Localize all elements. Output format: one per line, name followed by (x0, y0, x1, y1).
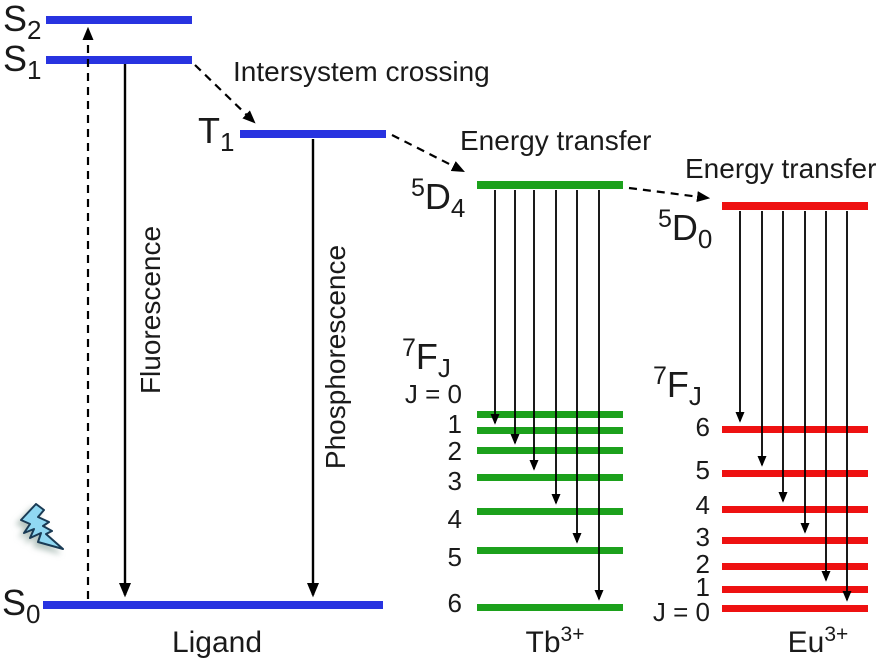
t1-level (240, 130, 386, 138)
tb-7f1-level (477, 427, 623, 434)
eu-7fj-sup: 7 (653, 362, 667, 390)
intersystem-crossing-arrow (194, 64, 256, 124)
tb-ion-sup: 3+ (560, 623, 585, 646)
tb-j-label-1: 1 (447, 409, 462, 439)
s2-level (46, 16, 192, 24)
tb-j-label-4: 4 (447, 504, 462, 534)
eu-7f1-level (722, 586, 868, 593)
s0-label: S0 (2, 582, 40, 628)
eu-j-label-4: 2 (695, 549, 710, 579)
s1-main: S (3, 38, 28, 79)
tb-7f0-level (477, 411, 623, 418)
tb-j-label-5: 5 (447, 542, 462, 572)
energy-transfer-tb-arrow (391, 134, 465, 172)
tb-5d4-level (477, 181, 623, 189)
s0-main: S (2, 582, 27, 623)
tb-ion-label: Tb3+ (525, 624, 585, 659)
eu-7f4-level (722, 506, 868, 513)
s0-level (43, 601, 383, 609)
s0-sub: 0 (26, 599, 41, 630)
eu-7f6-level (722, 426, 868, 433)
energy-transfer-eu-arrow (628, 186, 711, 203)
tb-j-label-6: 6 (447, 588, 462, 618)
tb-7fj-label: 7FJ (402, 336, 451, 382)
eu-7fj-main: F (666, 364, 689, 405)
eu-j-label-2: 4 (695, 490, 710, 520)
tb-5d4-sup: 5 (411, 174, 425, 202)
s1-level (46, 56, 192, 64)
s2-sub: 2 (27, 15, 42, 46)
eu-5d0-label: 5D0 (658, 207, 712, 253)
s2-main: S (3, 0, 28, 39)
intersystem-crossing-text: Intersystem crossing (233, 56, 490, 87)
eu-j-label-3: 3 (695, 522, 710, 552)
tb-7f6-level (477, 604, 623, 611)
excitation-flash-icon (20, 503, 64, 550)
eu-j-label-5: 1 (695, 572, 710, 602)
tb-5d4-label: 5D4 (411, 176, 465, 222)
s2-label: S2 (3, 0, 41, 44)
t1-main: T (198, 110, 220, 151)
tb-7f3-level (477, 474, 623, 481)
eu-7fj-label: 7FJ (653, 364, 702, 410)
tb-7f5-level (477, 547, 623, 554)
eu-5d0-sub: 0 (697, 224, 713, 255)
energy-transfer-eu-text: Energy transfer (685, 153, 877, 184)
eu-j-label-1: 5 (695, 455, 710, 485)
eu-7f5-level (722, 470, 868, 477)
tb-7f2-level (477, 447, 623, 454)
s1-sub: 1 (27, 55, 42, 86)
t1-label: T1 (198, 110, 234, 156)
eu-j-label-0: 6 (695, 412, 710, 442)
eu-5d0-sup: 5 (658, 205, 672, 233)
eu-ion-sup: 3+ (824, 623, 849, 646)
eu-7f2-level (722, 563, 868, 570)
tb-5d4-main: D (424, 176, 451, 217)
tb-7fj-main: F (415, 336, 438, 377)
eu-ion-main: Eu (787, 626, 825, 659)
tb-j-label-2: 2 (447, 436, 462, 466)
eu-5d0-main: D (671, 207, 698, 248)
tb-5d4-sub: 4 (450, 193, 466, 224)
eu-5d0-level (722, 202, 868, 210)
eu-ion-label: Eu3+ (787, 624, 849, 659)
tb-j-label-3: 3 (447, 466, 462, 496)
eu-7f3-level (722, 537, 868, 544)
ligand-label: Ligand (171, 626, 263, 659)
eu-7f0-level (722, 605, 868, 612)
eu-7fj-sub: J (688, 381, 702, 412)
tb-j-label-0: J = 0 (404, 379, 462, 409)
s1-label: S1 (3, 38, 41, 84)
tb-7f4-level (477, 508, 623, 515)
t1-sub: 1 (220, 127, 235, 158)
tb-ion-main: Tb (525, 626, 561, 659)
eu-j-label-6: J = 0 (652, 597, 710, 627)
energy-transfer-tb-text: Energy transfer (460, 125, 652, 156)
tb-7fj-sup: 7 (402, 334, 416, 362)
tb-7fj-sub: J (437, 353, 451, 384)
